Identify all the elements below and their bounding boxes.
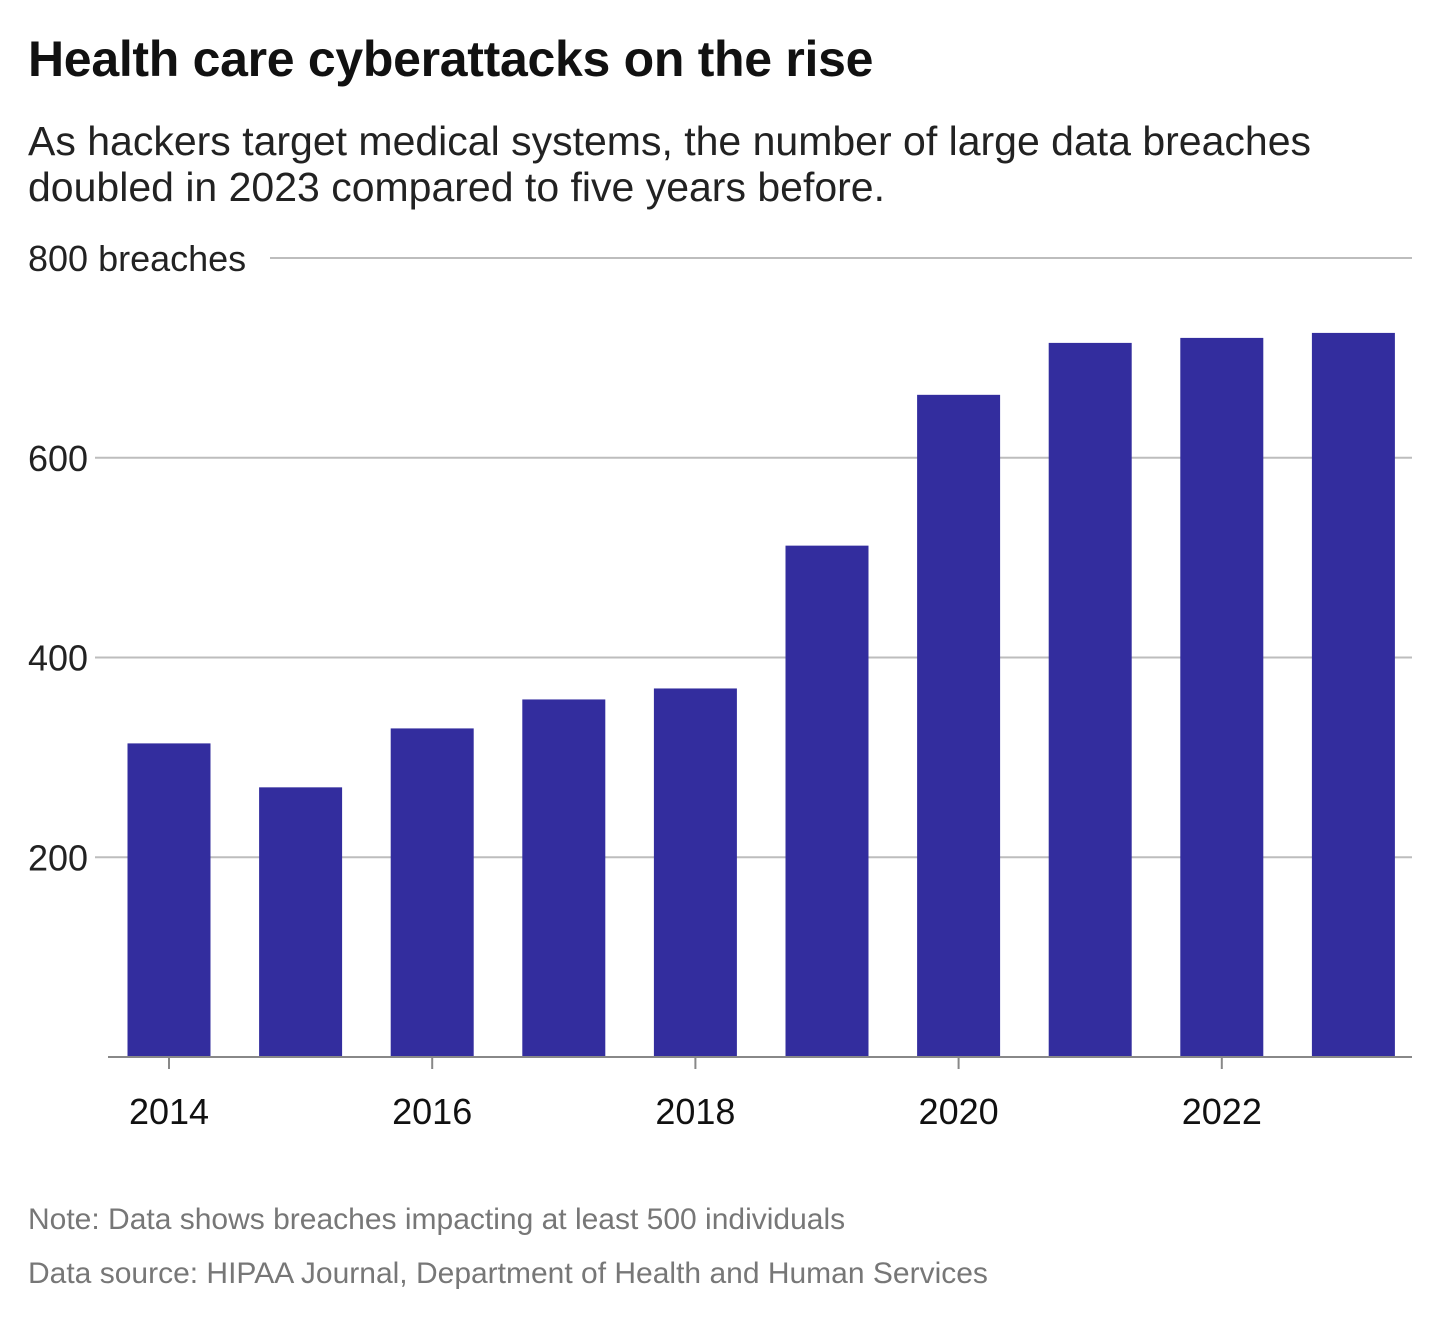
bar-2015 <box>259 787 343 1057</box>
bar-2017 <box>522 699 606 1057</box>
x-tick-label: 2018 <box>655 1091 735 1132</box>
chart-title: Health care cyberattacks on the rise <box>28 31 874 87</box>
x-tick-label: 2020 <box>919 1091 999 1132</box>
bar-2018 <box>653 688 737 1057</box>
bar-2020 <box>917 394 1001 1057</box>
bar-2019 <box>785 545 869 1057</box>
bar-2014 <box>127 743 211 1057</box>
chart-source: Data source: HIPAA Journal, Department o… <box>28 1257 988 1290</box>
bar-2016 <box>390 728 474 1057</box>
chart-subtitle: As hackers target medical systems, the n… <box>28 118 1312 210</box>
bar-2022 <box>1180 337 1264 1057</box>
y-tick-label: 400 <box>28 638 88 679</box>
x-tick-label: 2016 <box>392 1091 472 1132</box>
x-tick-label: 2014 <box>129 1091 209 1132</box>
bar-2023 <box>1311 332 1395 1057</box>
y-tick-label: 200 <box>28 837 88 878</box>
x-tick-label: 2022 <box>1182 1091 1262 1132</box>
y-tick-label: 600 <box>28 438 88 479</box>
chart-note: Note: Data shows breaches impacting at l… <box>28 1203 846 1236</box>
bar-2021 <box>1048 342 1132 1057</box>
y-tick-label: 800 breaches <box>28 238 246 279</box>
